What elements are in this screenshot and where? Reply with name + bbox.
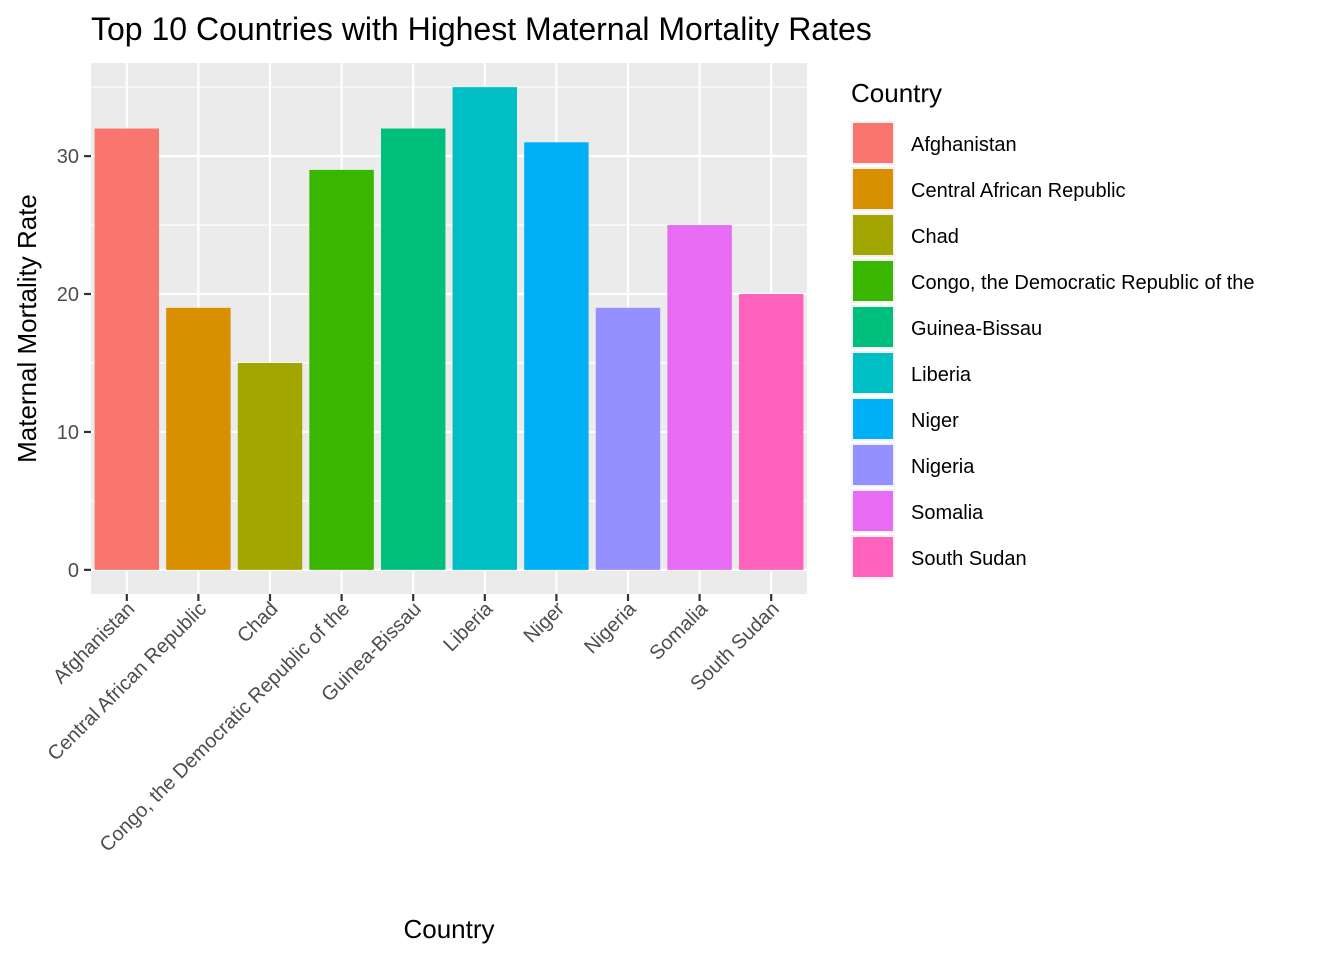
y-tick-label: 0 <box>68 560 79 582</box>
legend-label: Somalia <box>911 502 984 524</box>
bar-niger[interactable] <box>524 142 589 570</box>
x-axis-title: Country <box>403 914 494 944</box>
bar-central-african-republic[interactable] <box>166 307 231 570</box>
legend-title: Country <box>851 78 942 108</box>
legend-swatch <box>853 169 893 209</box>
bar-afghanistan[interactable] <box>94 128 160 570</box>
legend-swatch <box>853 353 893 393</box>
bar-guinea-bissau[interactable] <box>380 128 446 570</box>
legend-swatch <box>853 307 893 347</box>
legend-label: Congo, the Democratic Republic of the <box>911 272 1255 294</box>
legend-label: Guinea-Bissau <box>911 318 1042 340</box>
legend-swatch <box>853 215 893 255</box>
legend-label: Nigeria <box>911 456 975 478</box>
bar-chad[interactable] <box>237 362 303 570</box>
legend-label: Liberia <box>911 364 972 386</box>
legend-label: Central African Republic <box>911 180 1126 202</box>
x-tick-label: Somalia <box>645 597 712 664</box>
y-tick-label: 10 <box>57 422 79 444</box>
bar-liberia[interactable] <box>452 87 518 570</box>
legend-swatch <box>853 261 893 301</box>
y-tick-label: 20 <box>57 284 79 306</box>
bar-congo-the-democratic-republic-of-the[interactable] <box>309 169 374 570</box>
legend-label: Niger <box>911 410 959 432</box>
bar-nigeria[interactable] <box>595 307 661 570</box>
bar-south-sudan[interactable] <box>738 294 804 570</box>
legend-label: Afghanistan <box>911 134 1017 156</box>
bar-somalia[interactable] <box>667 225 732 570</box>
legend-label: South Sudan <box>911 548 1027 570</box>
legend-label: Chad <box>911 226 959 248</box>
legend-swatch <box>853 537 893 577</box>
x-tick-label: Chad <box>233 598 282 647</box>
legend-swatch <box>853 399 893 439</box>
x-tick-label: Liberia <box>439 597 498 656</box>
legend-swatch <box>853 491 893 531</box>
x-tick-label: Niger <box>520 598 570 648</box>
y-axis-title: Maternal Mortality Rate <box>12 194 42 463</box>
plot-panel <box>91 63 807 594</box>
x-tick-label: Nigeria <box>580 597 641 658</box>
legend: Country Afghanistan Central African Republ… <box>851 78 1255 579</box>
chart-title: Top 10 Countries with Highest Maternal M… <box>91 11 872 47</box>
legend-swatch <box>853 445 893 485</box>
legend-swatch <box>853 123 893 163</box>
y-tick-label: 30 <box>57 146 79 168</box>
x-tick-label: Congo, the Democratic Republic of the <box>96 598 354 856</box>
